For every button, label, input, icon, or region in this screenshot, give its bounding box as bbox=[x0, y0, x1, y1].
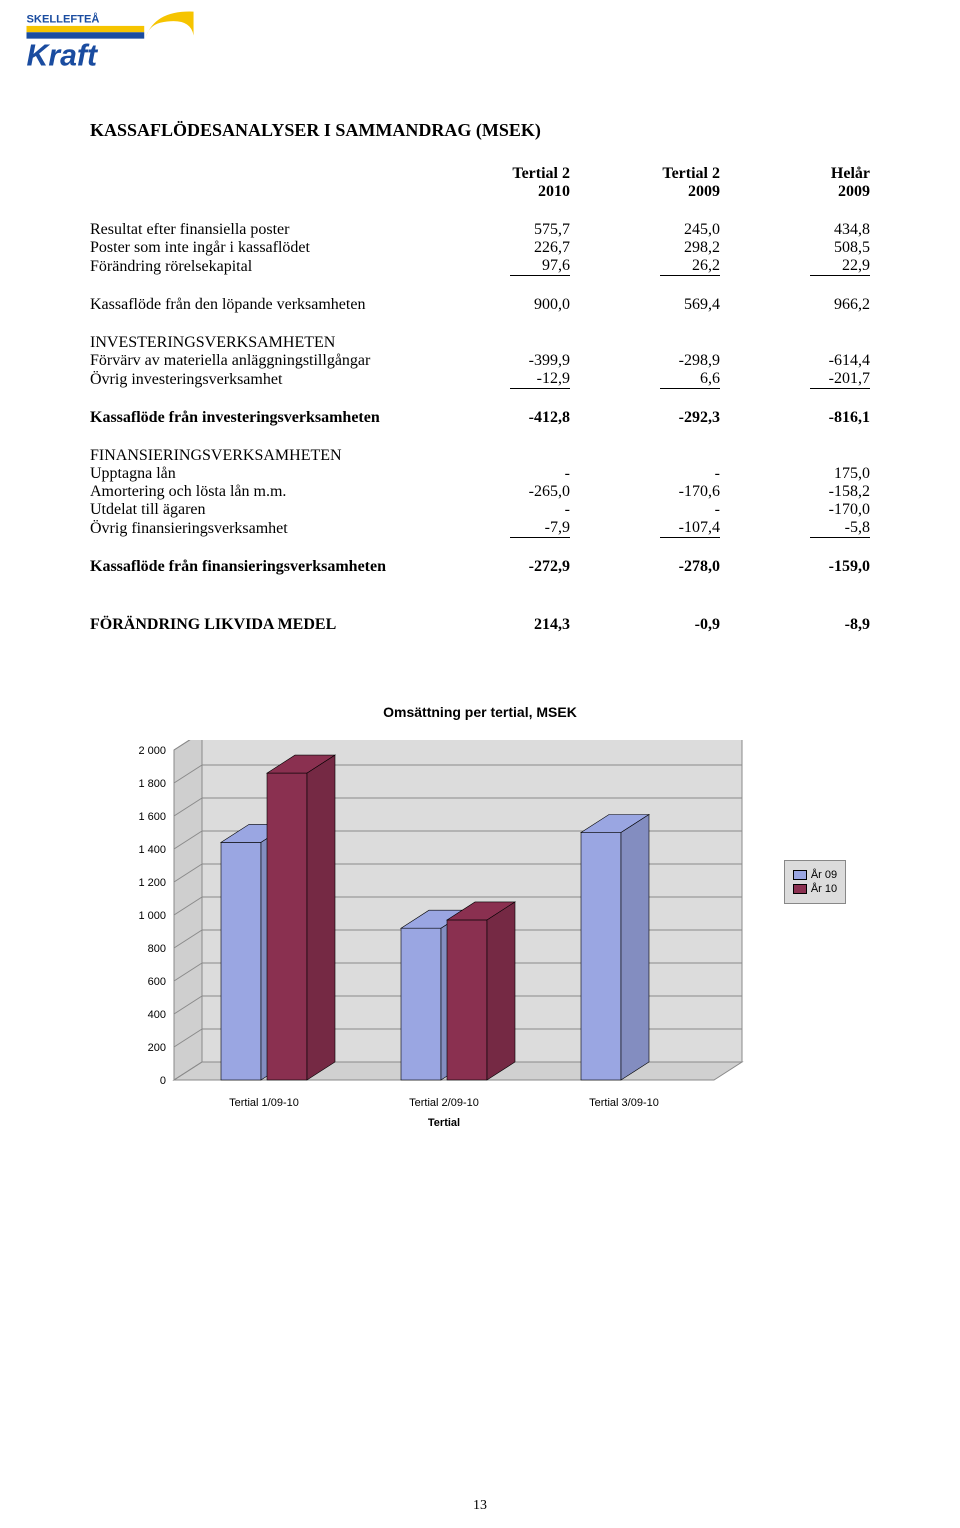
table-row: Poster som inte ingår i kassaflödet 226,… bbox=[90, 239, 870, 257]
col-header: Tertial 2 bbox=[460, 165, 570, 183]
legend-swatch bbox=[793, 884, 807, 894]
page-title: KASSAFLÖDESANALYSER I SAMMANDRAG (MSEK) bbox=[90, 120, 870, 141]
svg-text:Tertial 3/09-10: Tertial 3/09-10 bbox=[589, 1097, 659, 1109]
svg-text:400: 400 bbox=[147, 1009, 165, 1021]
logo-top-text: SKELLEFTEÅ bbox=[27, 13, 100, 26]
chart-legend: År 09 År 10 bbox=[784, 860, 846, 904]
svg-text:800: 800 bbox=[147, 943, 165, 955]
table-row: Resultat efter finansiella poster 575,7 … bbox=[90, 221, 870, 239]
logo-bottom-text: Kraft bbox=[27, 40, 99, 73]
svg-text:1 000: 1 000 bbox=[138, 910, 166, 922]
bar-chart: 0 200 400 600 800 1 000 1 200 1 400 1 600 1 800 2 … bbox=[114, 740, 754, 1160]
svg-text:2 000: 2 000 bbox=[138, 745, 166, 757]
legend-label: År 09 bbox=[811, 869, 837, 881]
svg-text:0: 0 bbox=[160, 1075, 166, 1087]
legend-item: År 09 bbox=[793, 869, 837, 881]
table-row: Kassaflöde från den löpande verksamheten… bbox=[90, 296, 870, 314]
svg-text:1 600: 1 600 bbox=[138, 811, 166, 823]
svg-text:600: 600 bbox=[147, 976, 165, 988]
legend-item: År 10 bbox=[793, 883, 837, 895]
table-row: Kassaflöde från investeringsverksamheten… bbox=[90, 409, 870, 427]
col-header: Helår bbox=[760, 165, 870, 183]
page-number: 13 bbox=[0, 1498, 960, 1514]
table-row: Kassaflöde från finansieringsverksamhete… bbox=[90, 558, 870, 576]
sun-icon bbox=[146, 12, 194, 38]
svg-text:1 800: 1 800 bbox=[138, 778, 166, 790]
svg-text:1 400: 1 400 bbox=[138, 844, 166, 856]
table-row: Övrig investeringsverksamhet -12,9 6,6 -… bbox=[90, 370, 870, 389]
cashflow-table: Tertial 2 Tertial 2 Helår 2010 2009 2009… bbox=[90, 165, 870, 634]
chart-title: Omsättning per tertial, MSEK bbox=[90, 704, 870, 720]
table-row: Förvärv av materiella anläggningstillgån… bbox=[90, 352, 870, 370]
svg-text:Tertial 2/09-10: Tertial 2/09-10 bbox=[409, 1097, 479, 1109]
svg-text:1 200: 1 200 bbox=[138, 877, 166, 889]
section-head: INVESTERINGSVERKSAMHETEN bbox=[90, 334, 460, 352]
table-row: Övrig finansieringsverksamhet -7,9 -107,… bbox=[90, 519, 870, 538]
table-row: FÖRÄNDRING LIKVIDA MEDEL 214,3 -0,9 -8,9 bbox=[90, 616, 870, 634]
legend-label: År 10 bbox=[811, 883, 837, 895]
table-row: Amortering och lösta lån m.m. -265,0 -17… bbox=[90, 483, 870, 501]
section-head: FINANSIERINGSVERKSAMHETEN bbox=[90, 447, 460, 465]
table-row: Förändring rörelsekapital 97,6 26,2 22,9 bbox=[90, 257, 870, 276]
col-header: Tertial 2 bbox=[610, 165, 720, 183]
table-row: Utdelat till ägaren - - -170,0 bbox=[90, 501, 870, 519]
svg-text:200: 200 bbox=[147, 1042, 165, 1054]
company-logo: SKELLEFTEÅ Kraft bbox=[24, 10, 204, 80]
legend-swatch bbox=[793, 870, 807, 880]
svg-text:Tertial: Tertial bbox=[428, 1117, 460, 1129]
table-row: Upptagna lån - - 175,0 bbox=[90, 465, 870, 483]
svg-text:Tertial 1/09-10: Tertial 1/09-10 bbox=[229, 1097, 299, 1109]
